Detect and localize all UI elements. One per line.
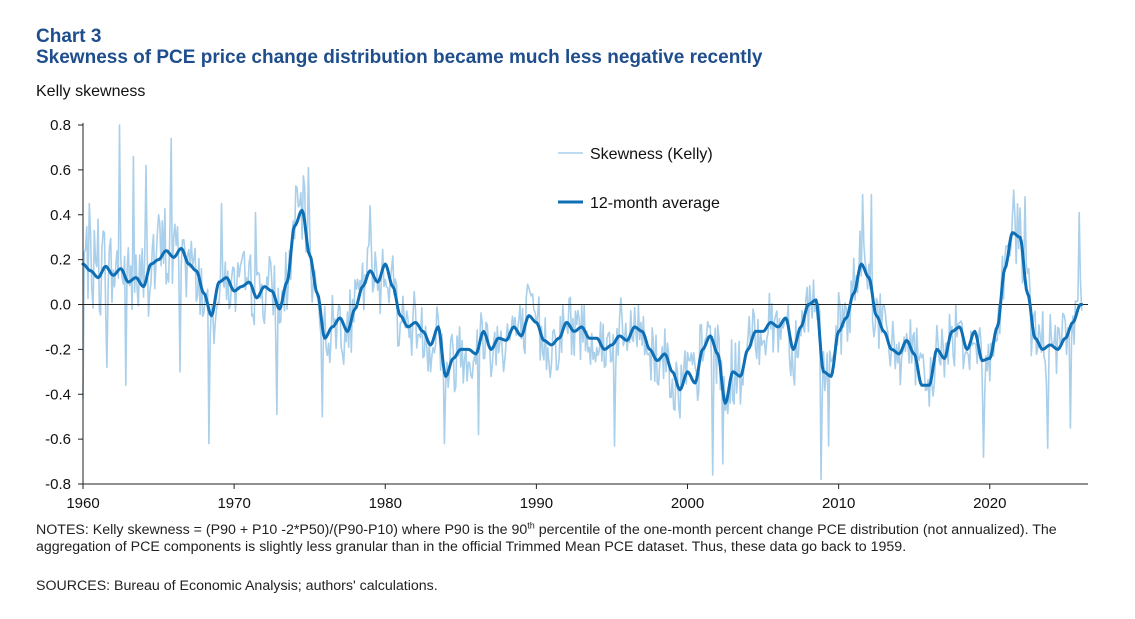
axis-ticks: 0.8 0.6 0.4 0.2 0.0 -0.2 -0.4 -0.6 -0.8 1960 1970 1…: [45, 117, 1006, 510]
y-tick-label: 0.4: [50, 207, 71, 224]
y-tick-label: -0.6: [45, 431, 71, 448]
notes-text-1: NOTES: Kelly skewness = (P90 + P10 -2*P5…: [36, 522, 528, 538]
y-tick-label: 0.6: [50, 162, 71, 179]
series-line-12-month-average: [81, 208, 1084, 405]
chart-title: Skewness of PCE price change distributio…: [36, 47, 763, 68]
y-tick-label: -0.8: [45, 476, 71, 493]
chart-sources: SOURCES: Bureau of Economic Analysis; au…: [36, 578, 438, 594]
x-tick-label: 2000: [671, 495, 704, 510]
monthly-series-layer: [82, 124, 1083, 481]
legend-label-skewness: Skewness (Kelly): [590, 146, 713, 163]
notes-text-2: percentile of the one-month percent chan…: [36, 522, 1057, 555]
y-tick-label: 0.2: [50, 252, 71, 269]
y-tick-label: -0.4: [45, 386, 71, 403]
series-line-skewness-kelly: [82, 124, 1083, 481]
chart-notes: NOTES: Kelly skewness = (P90 + P10 -2*P5…: [36, 520, 1106, 555]
chart-area: 0.8 0.6 0.4 0.2 0.0 -0.2 -0.4 -0.6 -0.8 1960 1970 1…: [45, 117, 1088, 510]
notes-superscript: th: [527, 520, 535, 531]
y-tick-label: 0.0: [50, 297, 71, 314]
x-tick-label: 2020: [973, 495, 1006, 510]
y-axis-title: Kelly skewness: [36, 83, 146, 100]
average-series-layer: [81, 208, 1084, 405]
x-tick-label: 1970: [217, 495, 250, 510]
legend: Skewness (Kelly) 12-month average: [558, 146, 720, 212]
y-tick-label: 0.8: [50, 117, 71, 134]
legend-label-average: 12-month average: [590, 195, 720, 212]
x-tick-label: 1980: [369, 495, 402, 510]
x-tick-label: 1960: [66, 495, 99, 510]
x-tick-label: 2010: [822, 495, 855, 510]
chart-number: Chart 3: [36, 26, 102, 47]
x-tick-label: 1990: [520, 495, 553, 510]
y-tick-label: -0.2: [45, 341, 71, 358]
